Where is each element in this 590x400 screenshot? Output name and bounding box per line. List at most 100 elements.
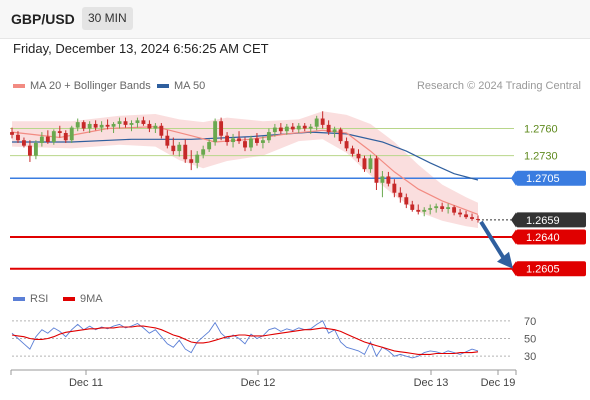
level-label-1.2760: 1.2760 — [524, 123, 558, 135]
level-label-1.2640: 1.2640 — [526, 232, 560, 244]
candle-body-24 — [153, 125, 158, 129]
candle-body-39 — [243, 141, 247, 148]
candle-body-8 — [57, 131, 62, 133]
level-badge-1.2705 — [516, 170, 586, 186]
candle-body-34 — [213, 121, 218, 143]
level-label-1.2605: 1.2605 — [526, 264, 560, 276]
candle-body-4 — [33, 142, 38, 156]
level-badge-1.2640 — [516, 229, 586, 245]
candle-body-59 — [362, 158, 367, 170]
credit-text: Research © 2024 Trading Central — [416, 80, 581, 92]
candle-body-32 — [201, 149, 206, 155]
candle-body-35 — [219, 121, 224, 136]
x-tick-Dec-11: Dec 11 — [69, 377, 103, 389]
candle-body-57 — [350, 148, 355, 154]
level-badge-1.2659 — [516, 212, 586, 228]
forecast-arrow-shaft — [479, 220, 506, 260]
candle-body-73 — [446, 207, 451, 209]
ma9-swatch — [63, 297, 75, 302]
candle-body-18 — [117, 121, 122, 124]
candle-body-23 — [147, 123, 152, 129]
forecast-arrow-head — [497, 251, 513, 269]
candle-body-77 — [470, 217, 474, 219]
candle-body-15 — [99, 124, 104, 128]
candle-body-50 — [308, 126, 313, 129]
level-badge-tip-1.2640 — [511, 229, 516, 245]
candle-body-67 — [410, 204, 415, 210]
candle-body-41 — [255, 138, 259, 143]
candle-body-17 — [111, 123, 116, 127]
candle-body-44 — [272, 127, 277, 133]
candle-body-22 — [141, 120, 146, 124]
candle-body-9 — [63, 133, 68, 141]
candle-body-19 — [123, 121, 128, 125]
candle-body-78 — [476, 218, 480, 220]
candle-body-51 — [314, 118, 319, 127]
candle-body-49 — [302, 125, 307, 129]
rsi-series-9ma — [11, 325, 479, 355]
candle-body-46 — [284, 126, 289, 132]
candle-body-6 — [45, 136, 50, 143]
rsi-tick-70: 70 — [524, 316, 536, 328]
candle-body-30 — [189, 159, 194, 163]
legend-ma50: MA 50 — [157, 80, 205, 92]
level-badge-tip-1.2705 — [511, 170, 516, 186]
candle-body-75 — [458, 212, 463, 215]
candle-body-11 — [75, 122, 80, 128]
ma50-swatch — [157, 84, 169, 89]
candle-body-47 — [290, 126, 295, 130]
candle-body-69 — [422, 209, 427, 212]
candle-body-26 — [165, 135, 170, 146]
level-label-1.2705: 1.2705 — [526, 173, 560, 185]
candle-body-20 — [129, 123, 134, 125]
x-tick-Dec-12: Dec 12 — [241, 377, 276, 389]
chart-header: GBP/USD 30 MIN — [0, 0, 590, 39]
candle-body-53 — [326, 124, 331, 133]
candle-body-68 — [416, 209, 421, 212]
candle-body-65 — [398, 192, 403, 198]
candle-body-13 — [87, 123, 92, 129]
candle-body-45 — [278, 127, 283, 132]
legend-ma20: MA 20 + Bollinger Bands — [13, 80, 151, 92]
candle-body-7 — [51, 131, 56, 143]
candle-body-54 — [332, 129, 337, 133]
candle-body-63 — [386, 176, 391, 184]
candle-body-1 — [16, 134, 20, 141]
candle-body-71 — [434, 206, 439, 209]
candle-body-72 — [440, 206, 445, 209]
level-badge-1.2605 — [516, 261, 586, 277]
candle-body-0 — [10, 132, 14, 135]
candle-body-31 — [195, 154, 200, 163]
ma20-label: MA 20 + Bollinger Bands — [30, 80, 151, 92]
rsi-label: RSI — [30, 293, 49, 305]
candle-body-61 — [374, 158, 379, 183]
candle-body-42 — [260, 140, 265, 143]
candle-body-76 — [464, 214, 468, 218]
candle-body-36 — [225, 135, 230, 143]
candle-body-27 — [171, 145, 176, 152]
level-badge-tip-1.2659 — [511, 212, 516, 228]
candle-body-10 — [69, 127, 74, 141]
candle-body-52 — [320, 118, 325, 125]
symbol-label: GBP/USD — [11, 11, 75, 27]
candle-body-70 — [428, 208, 433, 210]
timeframe-button[interactable]: 30 MIN — [82, 7, 133, 30]
legend-9ma: 9MA — [63, 293, 103, 305]
x-tick-Dec-13: Dec 13 — [414, 377, 449, 389]
candle-body-16 — [105, 124, 110, 127]
candle-body-74 — [452, 207, 457, 213]
candle-body-28 — [177, 144, 182, 152]
candle-body-48 — [296, 125, 301, 130]
rsi-swatch — [13, 297, 25, 302]
candle-body-3 — [27, 145, 32, 156]
candle-body-62 — [380, 176, 385, 183]
candle-body-43 — [266, 132, 271, 141]
candle-body-64 — [392, 183, 397, 193]
level-label-1.2730: 1.2730 — [524, 151, 558, 163]
ma50-label: MA 50 — [174, 80, 206, 92]
candle-body-58 — [356, 153, 361, 159]
candle-body-12 — [81, 122, 86, 129]
ma20-swatch — [13, 84, 25, 89]
candle-body-33 — [207, 142, 212, 150]
